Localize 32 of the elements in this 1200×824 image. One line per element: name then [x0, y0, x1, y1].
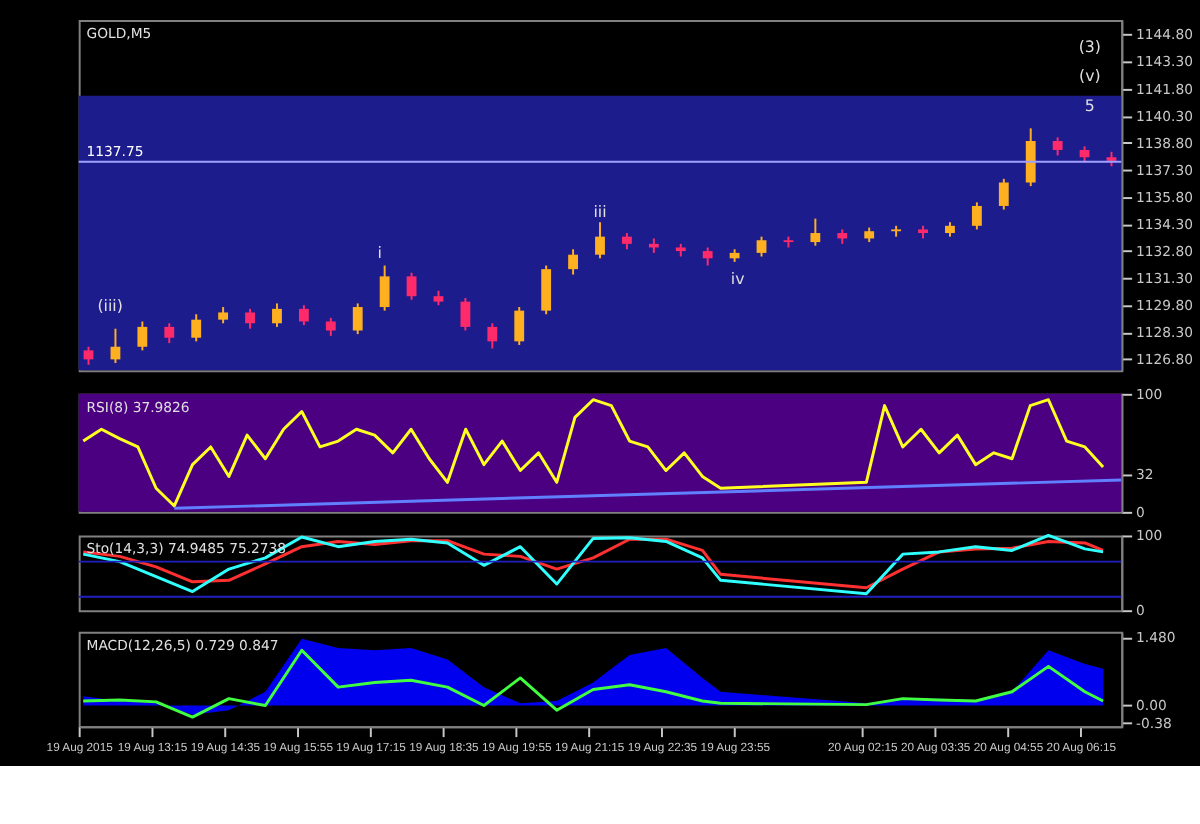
candlestick: [460, 297, 471, 332]
annotation: iii: [593, 202, 607, 221]
annotation: (v): [1079, 67, 1101, 86]
candlestick: [568, 248, 578, 276]
candlestick: [702, 246, 713, 267]
annotation: (iii): [97, 297, 123, 316]
candlestick: [272, 302, 282, 328]
candlestick: [245, 307, 255, 330]
candlestick: [325, 316, 336, 337]
annotation: iv: [730, 269, 746, 288]
line-series: [81, 648, 1105, 719]
candlestick: [352, 302, 363, 336]
candlestick: [1052, 136, 1063, 157]
candlestick: [514, 306, 525, 346]
candlestick: [487, 322, 498, 350]
candlestick: [595, 221, 605, 260]
candlestick: [756, 235, 767, 258]
candlestick: [406, 271, 417, 301]
candlestick: [191, 313, 202, 343]
candlestick: [83, 345, 94, 366]
annotation: i: [377, 244, 382, 263]
candlestick: [541, 264, 552, 316]
candlestick: [810, 217, 821, 247]
candlestick: [379, 264, 390, 312]
candlestick: [1025, 127, 1036, 188]
annotation: (3): [1078, 37, 1101, 56]
candlestick: [298, 304, 309, 327]
candlestick: [998, 177, 1009, 211]
candlestick: [164, 322, 175, 345]
annotation: 5: [1084, 96, 1095, 115]
candlestick: [971, 201, 982, 231]
candlestick: [137, 320, 148, 352]
